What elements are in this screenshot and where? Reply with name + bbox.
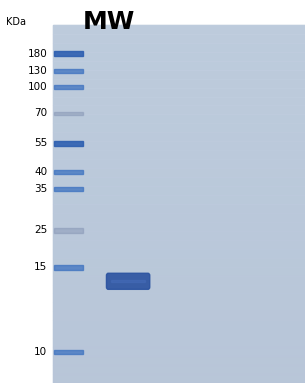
Bar	[53, 43, 305, 52]
Bar	[53, 222, 305, 231]
Bar	[53, 25, 305, 34]
Bar	[53, 159, 305, 168]
Bar	[53, 88, 305, 97]
Bar	[54, 141, 83, 146]
Text: 10: 10	[34, 347, 47, 357]
Bar	[53, 204, 305, 213]
Bar	[53, 374, 305, 383]
Bar	[54, 69, 83, 73]
Bar	[54, 265, 83, 270]
Bar	[53, 267, 305, 276]
Bar	[53, 177, 305, 186]
Bar	[54, 170, 83, 174]
Bar	[53, 105, 305, 115]
Bar	[53, 338, 305, 347]
Bar	[54, 51, 83, 56]
Bar	[53, 231, 305, 240]
Text: MW: MW	[82, 10, 135, 34]
Bar	[53, 320, 305, 329]
Text: 25: 25	[34, 225, 47, 235]
Text: 130: 130	[27, 66, 47, 76]
Bar	[53, 150, 305, 159]
Bar	[53, 356, 305, 365]
Bar	[53, 133, 305, 141]
Bar	[53, 311, 305, 320]
Text: 35: 35	[34, 184, 47, 194]
Bar	[53, 276, 305, 285]
Bar	[53, 285, 305, 293]
Text: KDa: KDa	[6, 17, 26, 27]
Bar	[53, 97, 305, 105]
Bar	[54, 85, 83, 89]
Bar	[53, 186, 305, 195]
Bar	[53, 303, 305, 311]
Bar	[53, 365, 305, 374]
Bar	[53, 329, 305, 338]
Bar	[53, 61, 305, 70]
Text: 100: 100	[28, 82, 47, 92]
Text: 55: 55	[34, 138, 47, 148]
Bar	[53, 347, 305, 356]
Text: 40: 40	[34, 167, 47, 177]
Bar	[53, 115, 305, 123]
Bar	[53, 34, 305, 43]
Bar	[53, 70, 305, 79]
Text: 15: 15	[34, 262, 47, 272]
Bar	[54, 112, 83, 115]
Bar	[53, 141, 305, 150]
Bar	[53, 240, 305, 249]
Bar	[53, 25, 305, 383]
Bar	[53, 52, 305, 61]
Bar	[53, 258, 305, 267]
Bar	[54, 187, 83, 191]
Bar	[53, 213, 305, 222]
Bar	[111, 280, 145, 282]
FancyBboxPatch shape	[106, 273, 150, 289]
Text: 70: 70	[34, 108, 47, 118]
Bar	[54, 350, 83, 354]
Bar	[53, 123, 305, 133]
Bar	[53, 168, 305, 177]
Bar	[54, 228, 83, 232]
Bar	[53, 249, 305, 258]
Bar	[53, 79, 305, 88]
Bar	[53, 293, 305, 303]
Text: 180: 180	[27, 49, 47, 59]
Bar	[53, 195, 305, 204]
